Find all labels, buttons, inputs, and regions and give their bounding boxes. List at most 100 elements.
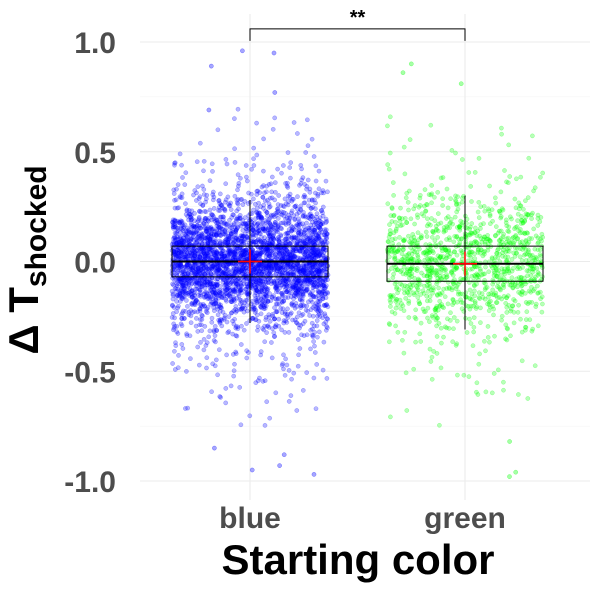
data-point [311,227,317,233]
data-point [270,241,276,246]
data-point [241,252,247,258]
data-point [526,212,532,218]
data-point [262,339,268,345]
data-point [184,369,189,374]
data-point [429,354,435,360]
data-point [303,150,309,155]
data-point [213,233,219,238]
x-tick-label: green [424,502,506,535]
data-point [302,250,308,256]
data-point [414,268,420,274]
data-point [204,192,210,198]
data-point [424,251,430,257]
data-point [226,261,232,267]
data-point [236,293,242,299]
data-point [204,290,209,296]
data-point [483,348,488,354]
data-point [190,300,195,306]
data-point [485,206,491,212]
data-point [170,361,175,366]
data-point [237,385,243,390]
data-point [204,278,210,284]
data-point [209,212,215,218]
data-point [227,217,232,223]
data-point [285,295,291,300]
data-point [214,250,219,256]
data-point [299,332,304,338]
data-point [275,296,281,302]
data-point [250,263,256,269]
data-point [198,225,203,231]
data-point [296,322,301,328]
data-point [515,309,521,315]
data-point [310,332,316,338]
data-point [396,215,402,221]
data-point [478,320,483,325]
data-point [320,296,326,302]
data-point [178,263,184,268]
data-point [239,247,245,253]
data-point [267,251,272,257]
data-point [175,182,181,187]
data-point [226,233,232,239]
data-point [279,170,284,176]
data-point [313,225,319,230]
data-point [521,206,526,212]
data-point [451,239,457,245]
data-point [389,206,395,211]
data-point [287,191,293,197]
data-point [275,216,281,221]
data-point [489,207,495,213]
data-point [429,183,435,188]
data-point [198,201,203,207]
data-point [179,162,184,168]
data-point [530,326,536,332]
data-point [481,203,487,209]
data-point [294,246,300,252]
data-point [430,229,436,235]
data-point [195,219,200,225]
data-point [209,248,214,254]
data-point [189,216,195,222]
data-point [203,196,209,202]
data-point [300,312,306,317]
data-point [189,231,194,236]
data-point [467,226,472,232]
data-point [450,339,456,345]
data-point [204,310,210,316]
data-point [445,214,451,219]
data-point [323,285,328,290]
data-point [227,203,233,208]
data-point [321,339,327,345]
data-point [487,237,492,243]
data-point [237,307,242,312]
data-point-outlier [212,445,217,451]
data-point [228,383,234,389]
data-point [258,214,264,220]
data-point [432,218,438,223]
data-point [506,224,512,230]
data-point [295,230,301,236]
data-point [263,292,268,298]
data-point [195,238,200,244]
data-point [493,300,499,305]
data-point [262,190,267,196]
data-point [302,193,307,198]
data-point [295,290,301,296]
data-point [465,258,471,264]
data-point [202,255,208,261]
data-point-outlier [272,90,278,95]
data-point [181,239,187,245]
data-point [527,252,532,258]
data-point [197,317,203,322]
data-point [435,211,441,216]
data-point [207,237,213,242]
data-point [412,246,417,251]
data-point [240,238,246,244]
data-point [403,370,409,376]
data-point [266,182,272,187]
data-point [460,157,465,162]
data-point [434,268,439,274]
data-point [288,160,294,165]
data-point [192,224,198,230]
